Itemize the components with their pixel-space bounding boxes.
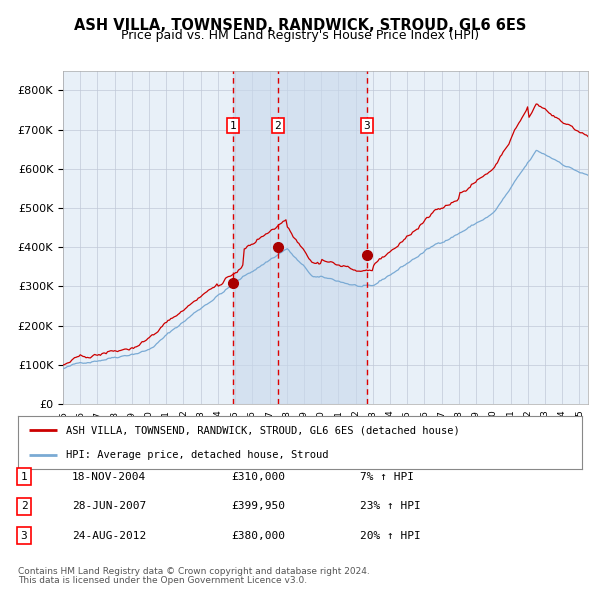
Text: £399,950: £399,950 xyxy=(231,502,285,511)
Text: 23% ↑ HPI: 23% ↑ HPI xyxy=(360,502,421,511)
Text: 2015: 2015 xyxy=(403,409,412,432)
Text: 2019: 2019 xyxy=(472,409,481,432)
Text: 2018: 2018 xyxy=(454,409,463,432)
Text: £380,000: £380,000 xyxy=(231,531,285,540)
Text: 1: 1 xyxy=(230,121,236,131)
Text: HPI: Average price, detached house, Stroud: HPI: Average price, detached house, Stro… xyxy=(66,450,328,460)
Text: 2021: 2021 xyxy=(506,409,515,432)
Text: 2011: 2011 xyxy=(334,409,343,432)
Text: 2010: 2010 xyxy=(317,409,326,432)
Text: 2001: 2001 xyxy=(162,409,171,432)
Text: Price paid vs. HM Land Registry's House Price Index (HPI): Price paid vs. HM Land Registry's House … xyxy=(121,30,479,42)
Text: 2025: 2025 xyxy=(575,409,584,432)
Text: ASH VILLA, TOWNSEND, RANDWICK, STROUD, GL6 6ES: ASH VILLA, TOWNSEND, RANDWICK, STROUD, G… xyxy=(74,18,526,32)
Bar xyxy=(233,71,367,404)
Text: 2008: 2008 xyxy=(282,409,291,432)
Text: 1998: 1998 xyxy=(110,409,119,432)
Text: Contains HM Land Registry data © Crown copyright and database right 2024.: Contains HM Land Registry data © Crown c… xyxy=(18,568,370,576)
Text: ASH VILLA, TOWNSEND, RANDWICK, STROUD, GL6 6ES (detached house): ASH VILLA, TOWNSEND, RANDWICK, STROUD, G… xyxy=(66,425,460,435)
Text: 2009: 2009 xyxy=(299,409,308,432)
Text: 2: 2 xyxy=(275,121,281,131)
Text: 2003: 2003 xyxy=(196,409,205,432)
Text: 18-NOV-2004: 18-NOV-2004 xyxy=(72,472,146,481)
Text: 2002: 2002 xyxy=(179,409,188,432)
Text: 2022: 2022 xyxy=(523,409,532,432)
Text: 2006: 2006 xyxy=(248,409,257,432)
Text: 2012: 2012 xyxy=(351,409,360,432)
Text: 2007: 2007 xyxy=(265,409,274,432)
Text: 1997: 1997 xyxy=(93,409,102,432)
Text: 3: 3 xyxy=(20,531,28,540)
Text: 1999: 1999 xyxy=(127,409,136,432)
Text: 3: 3 xyxy=(364,121,370,131)
Text: 1995: 1995 xyxy=(59,409,67,432)
Text: 1: 1 xyxy=(20,472,28,481)
Text: 2020: 2020 xyxy=(489,409,498,432)
Text: 2023: 2023 xyxy=(541,409,550,432)
Text: 20% ↑ HPI: 20% ↑ HPI xyxy=(360,531,421,540)
Text: 2014: 2014 xyxy=(386,409,395,432)
Text: 2: 2 xyxy=(20,502,28,511)
Text: 2017: 2017 xyxy=(437,409,446,432)
Text: £310,000: £310,000 xyxy=(231,472,285,481)
Text: 2024: 2024 xyxy=(557,409,566,432)
Text: This data is licensed under the Open Government Licence v3.0.: This data is licensed under the Open Gov… xyxy=(18,576,307,585)
Text: 2013: 2013 xyxy=(368,409,377,432)
Text: 28-JUN-2007: 28-JUN-2007 xyxy=(72,502,146,511)
Text: 7% ↑ HPI: 7% ↑ HPI xyxy=(360,472,414,481)
Text: 2005: 2005 xyxy=(230,409,239,432)
Text: 2016: 2016 xyxy=(420,409,429,432)
Text: 2000: 2000 xyxy=(145,409,154,432)
Text: 1996: 1996 xyxy=(76,409,85,432)
Text: 2004: 2004 xyxy=(214,409,223,432)
Text: 24-AUG-2012: 24-AUG-2012 xyxy=(72,531,146,540)
